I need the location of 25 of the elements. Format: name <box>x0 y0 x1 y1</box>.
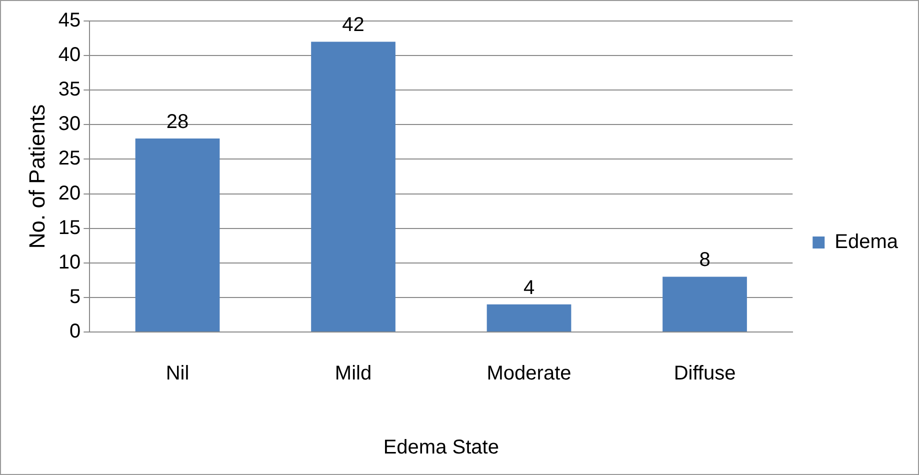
y-tick-label: 10 <box>58 251 81 274</box>
y-tick-label: 5 <box>70 286 81 308</box>
y-tick-label: 45 <box>58 10 81 32</box>
y-tick-label: 40 <box>58 44 81 66</box>
bar <box>135 138 220 332</box>
x-tick-label: Mild <box>334 362 372 385</box>
y-axis-title: No. of Patients <box>24 104 50 249</box>
y-tick-label: 35 <box>58 78 81 101</box>
data-label: 28 <box>166 111 189 134</box>
y-tick-label: 0 <box>70 320 81 343</box>
bar <box>486 304 572 332</box>
legend-label: Edema <box>834 231 899 254</box>
y-tick-label: 30 <box>58 113 81 136</box>
bar <box>311 42 396 332</box>
y-tick-label: 20 <box>58 182 81 204</box>
y-tick-label: 15 <box>58 216 81 239</box>
bar <box>662 276 747 332</box>
data-label: 4 <box>523 276 535 299</box>
x-tick-label: Diffuse <box>674 362 736 385</box>
y-tick-label: 25 <box>58 148 81 170</box>
x-axis-title: Edema State <box>383 436 499 459</box>
x-tick-label: Nil <box>166 362 190 385</box>
data-label: 42 <box>342 14 364 36</box>
x-tick-label: Moderate <box>486 362 572 385</box>
data-label: 8 <box>699 249 710 272</box>
